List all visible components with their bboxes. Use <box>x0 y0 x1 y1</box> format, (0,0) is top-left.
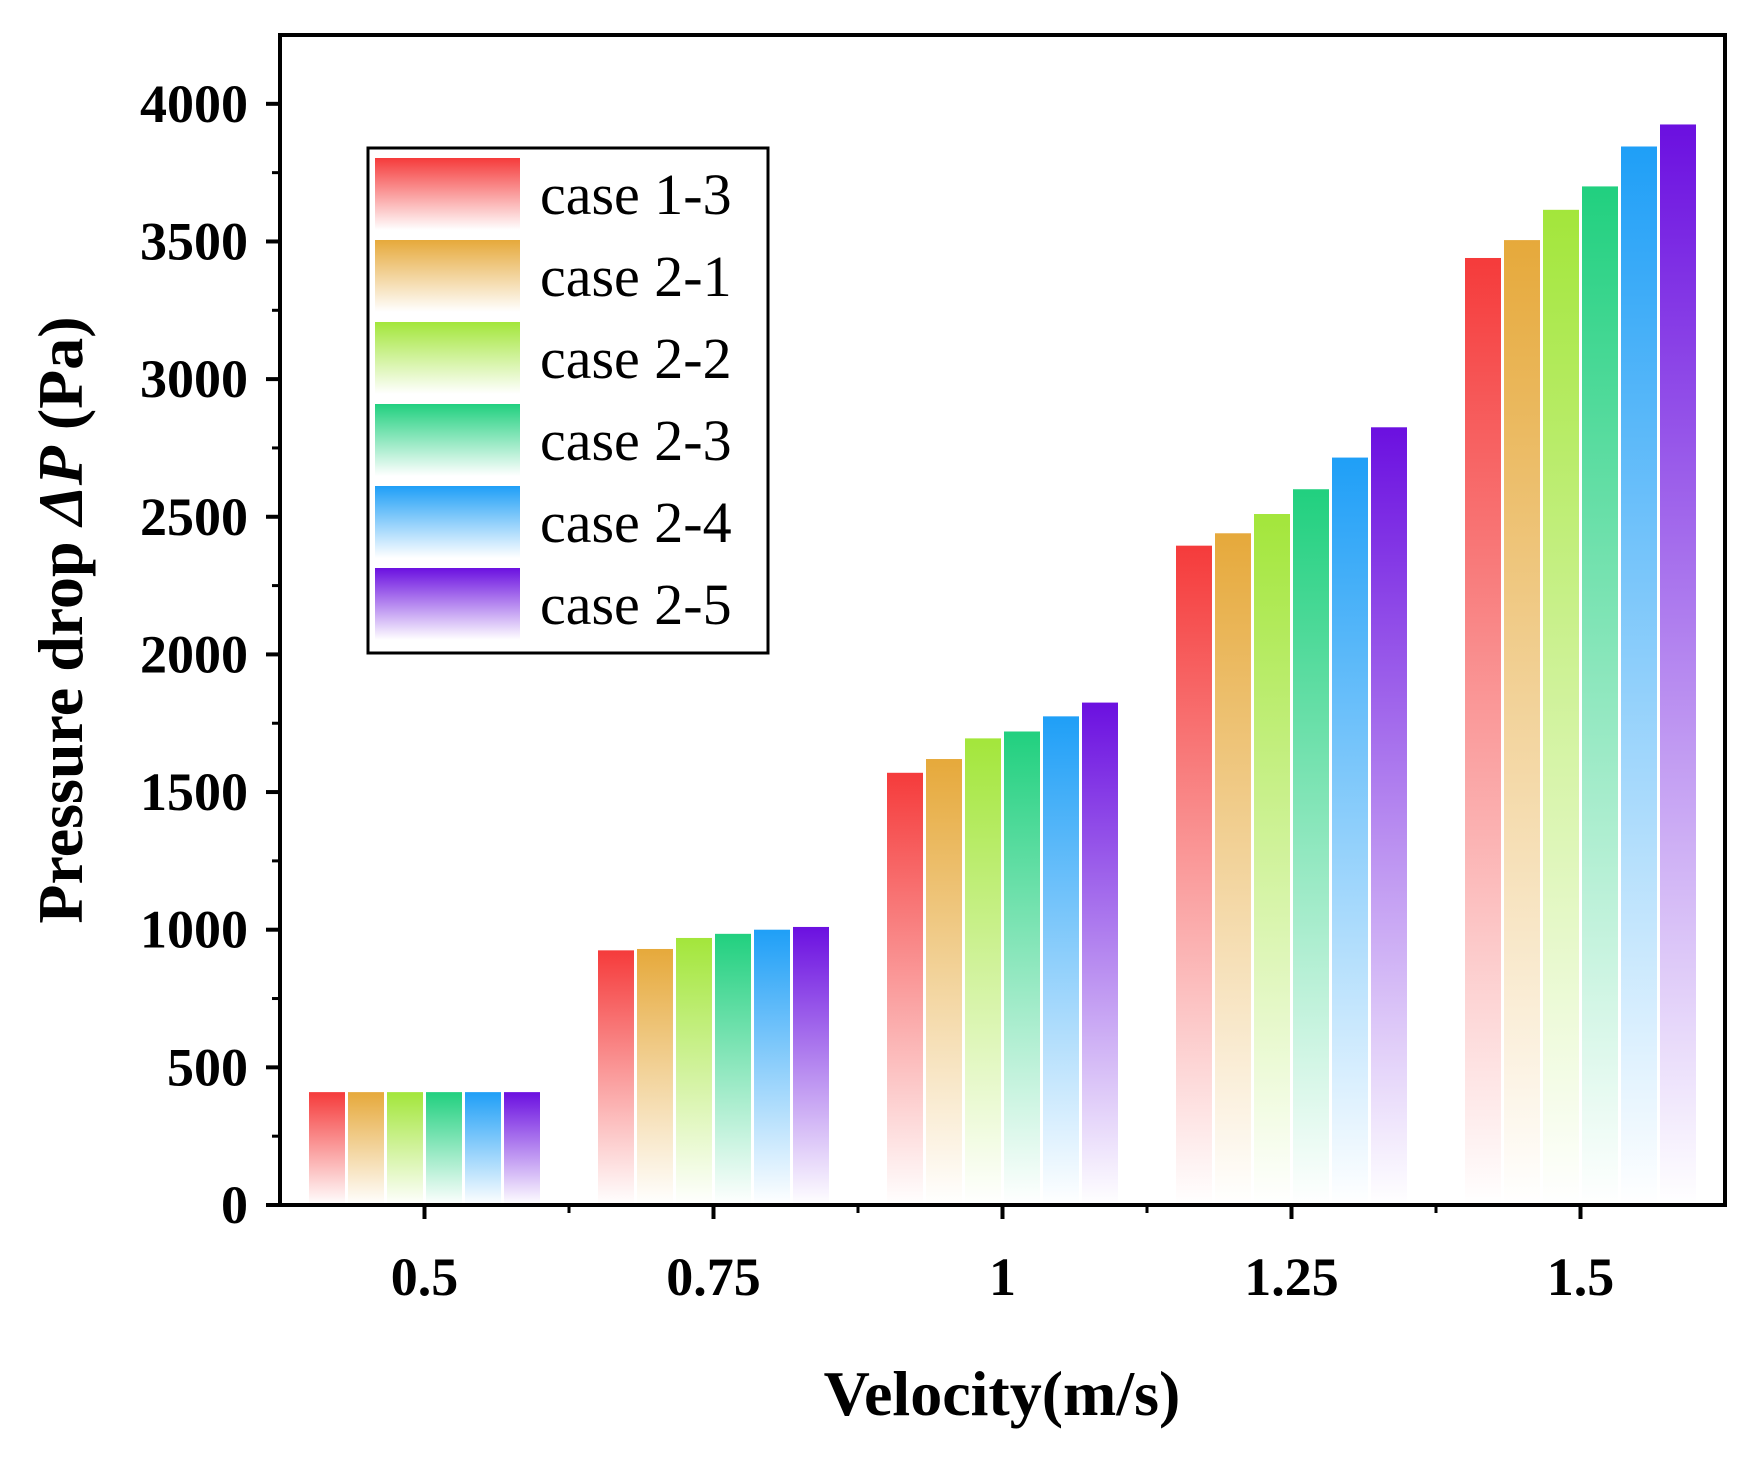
x-tick-label: 1.25 <box>1244 1247 1339 1307</box>
bar-case-2-5-v0.5 <box>504 1092 540 1205</box>
bar-case-2-3-v1 <box>1004 731 1040 1205</box>
bar-case-2-2-v1 <box>965 738 1001 1205</box>
bar-case-1-3-v0.5 <box>309 1092 345 1205</box>
bar-case-2-4-v1 <box>1043 716 1079 1205</box>
x-tick-label: 0.5 <box>391 1247 459 1307</box>
bar-case-2-2-v0.75 <box>676 937 712 1205</box>
legend-label: case 2-4 <box>540 490 732 555</box>
bar-case-2-4-v1.5 <box>1621 146 1657 1205</box>
y-tick-label: 2500 <box>140 487 248 547</box>
y-tick-label: 2000 <box>140 624 248 684</box>
bar-case-2-5-v1.5 <box>1660 124 1696 1206</box>
bar-case-2-3-v1.25 <box>1293 489 1329 1205</box>
legend-label: case 2-2 <box>540 326 732 391</box>
bar-case-2-1-v1.5 <box>1504 240 1540 1205</box>
bar-case-2-3-v0.75 <box>715 933 751 1205</box>
legend-swatch <box>375 322 520 394</box>
legend-label: case 1-3 <box>540 162 732 227</box>
y-axis-title-suffix: (Pa) <box>25 316 96 446</box>
x-axis: 0.5 0.75 1 1.25 1.5 <box>391 1205 1615 1307</box>
y-axis-title: Pressure drop ΔP (Pa) <box>25 316 96 923</box>
legend-label: case 2-1 <box>540 244 732 309</box>
y-tick-label: 0 <box>221 1175 248 1235</box>
legend: case 1-3 case 2-1 case 2-2 case 2-3 case 2-4… <box>366 146 770 655</box>
bar-case-2-5-v1 <box>1082 702 1118 1205</box>
legend-label: case 2-5 <box>540 572 732 637</box>
bar-case-2-4-v0.5 <box>465 1092 501 1205</box>
x-tick-label: 1.5 <box>1547 1247 1615 1307</box>
x-axis-title: Velocity(m/s) <box>824 1358 1181 1429</box>
legend-swatch <box>375 568 520 640</box>
bar-case-1-3-v0.75 <box>598 950 634 1205</box>
bar-case-2-1-v0.75 <box>637 948 673 1205</box>
y-axis-title-symbol: ΔP <box>25 445 96 528</box>
y-axis-title-prefix: Pressure drop <box>25 525 96 923</box>
bar-case-2-2-v1.25 <box>1254 514 1290 1205</box>
bar-case-2-3-v0.5 <box>426 1092 462 1205</box>
bar-case-2-1-v0.5 <box>348 1092 384 1205</box>
y-tick-label: 3500 <box>140 211 248 271</box>
legend-label: case 2-3 <box>540 408 732 473</box>
y-tick-label: 500 <box>167 1037 248 1097</box>
bars-group <box>309 124 1696 1206</box>
y-tick-label: 1000 <box>140 900 248 960</box>
y-axis: 0 500 1000 1500 2000 2500 3000 3500 4000 <box>140 74 280 1235</box>
legend-swatch <box>375 158 520 230</box>
bar-case-2-3-v1.5 <box>1582 186 1618 1206</box>
y-tick-label: 3000 <box>140 349 248 409</box>
legend-swatch <box>375 240 520 312</box>
bar-case-2-1-v1 <box>926 759 962 1205</box>
bar-case-1-3-v1.25 <box>1176 545 1212 1205</box>
bar-case-2-2-v1.5 <box>1543 209 1579 1205</box>
legend-swatch <box>375 486 520 558</box>
y-tick-label: 1500 <box>140 762 248 822</box>
bar-case-1-3-v1 <box>887 772 923 1205</box>
x-tick-label: 1 <box>989 1247 1016 1307</box>
bar-case-2-4-v0.75 <box>754 929 790 1205</box>
bar-case-2-1-v1.25 <box>1215 533 1251 1205</box>
bar-case-2-4-v1.25 <box>1332 457 1368 1205</box>
y-tick-label: 4000 <box>140 74 248 134</box>
bar-case-2-5-v1.25 <box>1371 427 1407 1205</box>
legend-swatch <box>375 404 520 476</box>
bar-case-1-3-v1.5 <box>1465 257 1501 1205</box>
bar-case-2-5-v0.75 <box>793 926 829 1205</box>
x-tick-label: 0.75 <box>666 1247 761 1307</box>
bar-case-2-2-v0.5 <box>387 1092 423 1205</box>
